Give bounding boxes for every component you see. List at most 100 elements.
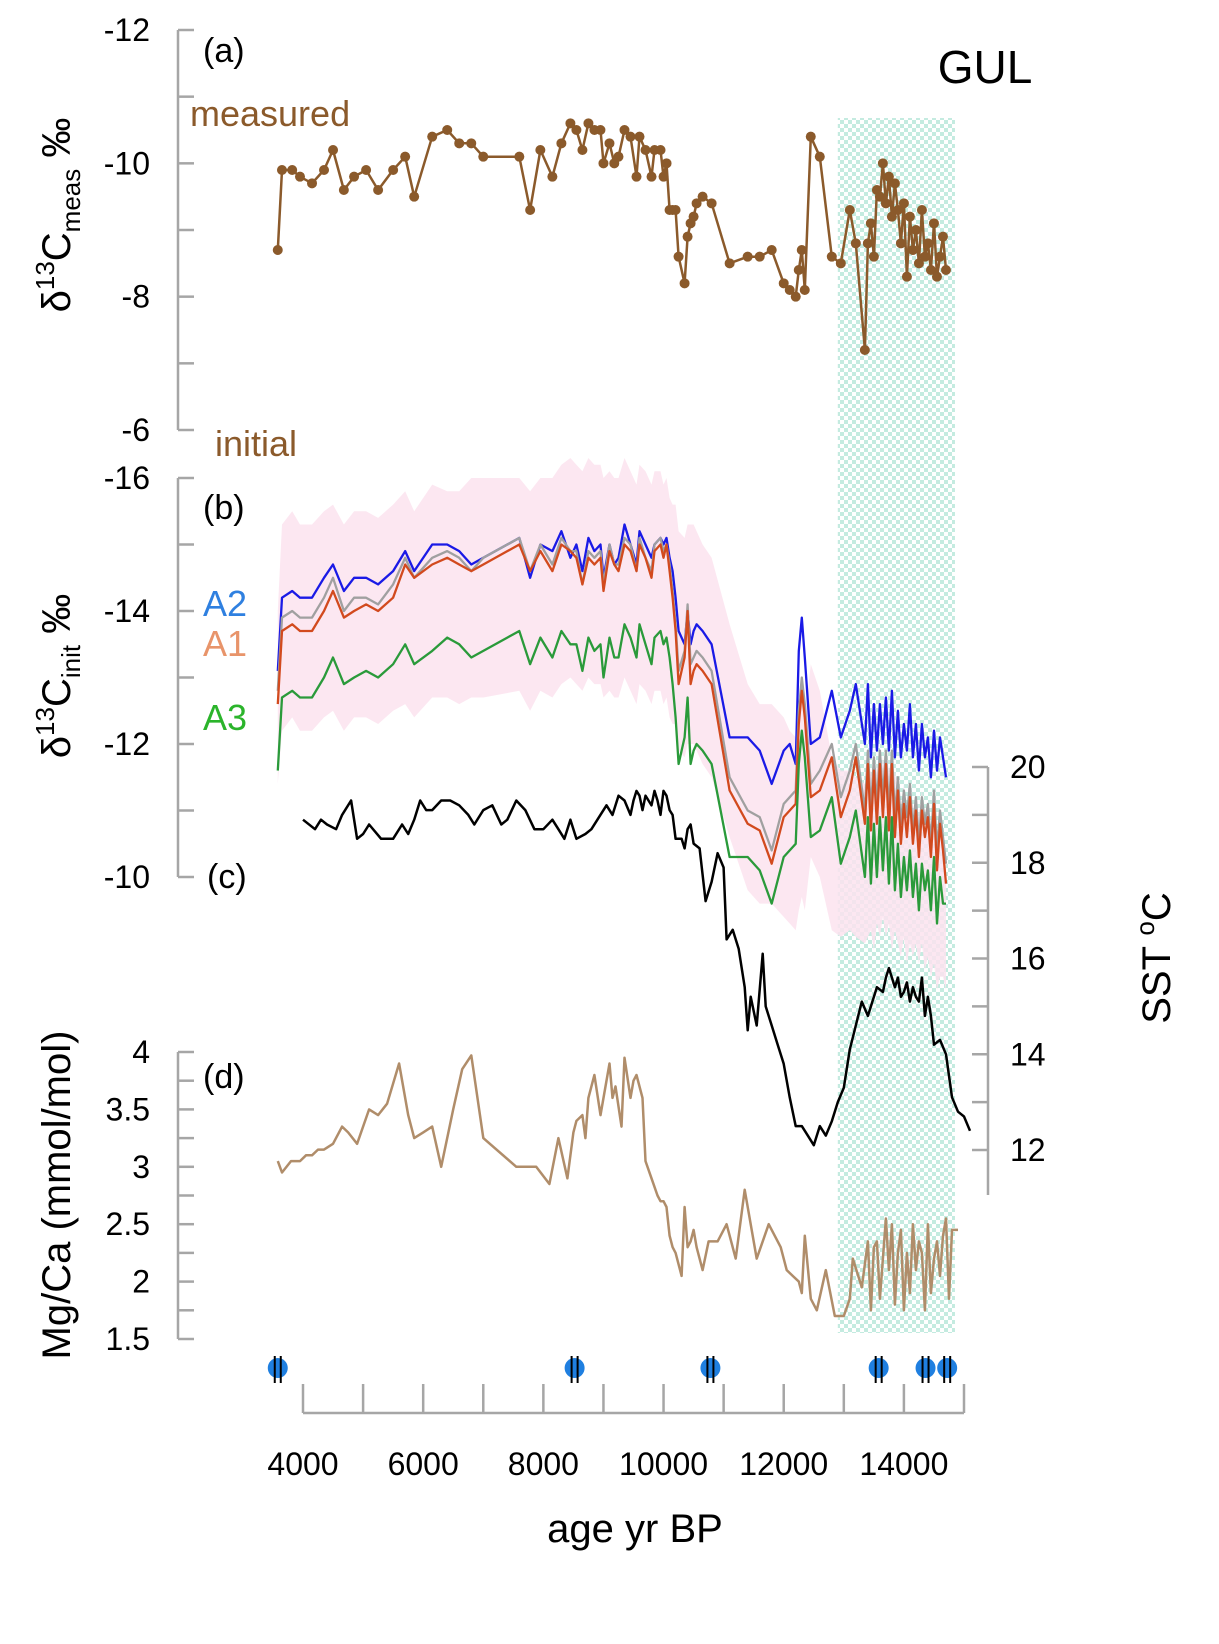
measured-point	[272, 245, 283, 255]
measured-point	[844, 205, 855, 215]
measured-point	[754, 251, 765, 262]
measured-point	[937, 231, 948, 242]
measured-point	[886, 211, 897, 222]
measured-point	[934, 251, 945, 262]
measured-point	[901, 271, 912, 282]
panel-b-yaxis-tick-label: -16	[104, 460, 150, 496]
dating-point	[267, 1358, 288, 1378]
panel-b-ylabel-c: C	[35, 678, 79, 707]
series-sst-line	[302, 789, 972, 1147]
measured-point	[793, 265, 804, 275]
measured-point	[880, 198, 891, 209]
panel-b-ylabel: δ13Cinit ‰	[30, 594, 86, 758]
x-tick-label: 8000	[508, 1446, 579, 1482]
measured-point	[287, 165, 298, 175]
measured-point	[742, 251, 753, 262]
dating-point	[868, 1358, 889, 1378]
panel-b-ylabel-sub: init	[56, 644, 86, 678]
panel-c-yaxis-tick-label: 16	[1010, 941, 1046, 977]
panel-a-yaxis-tick-label: -12	[104, 12, 150, 48]
panel-b-yaxis-tick-label: -14	[104, 593, 150, 629]
measured-point	[514, 151, 525, 162]
measured-point	[826, 251, 837, 262]
measured-point	[454, 138, 465, 149]
panel-c-label: (c)	[207, 858, 247, 896]
measured-point	[388, 165, 399, 175]
series-a3-line	[276, 623, 946, 925]
panel-b-label: (b)	[203, 489, 245, 527]
measured-point	[862, 238, 873, 249]
measured-point	[679, 278, 690, 289]
measured-point	[850, 238, 861, 249]
chart-title: GUL	[938, 41, 1033, 93]
series-mgca-line	[276, 1054, 958, 1318]
panel-a-ylabel-delta: δ	[35, 290, 79, 312]
measured-point	[766, 245, 777, 255]
panel-d-yaxis-tick-label: 2	[132, 1264, 150, 1300]
measured-point	[682, 231, 693, 242]
measured-point	[625, 131, 636, 142]
panel-c-ylabel-unit: C	[1135, 892, 1179, 921]
measured-point	[805, 131, 816, 142]
measured-point	[799, 285, 810, 295]
panel-a-ylabel-c: C	[35, 232, 79, 261]
measured-point	[865, 218, 876, 229]
panel-a-ylabel-sup: 13	[30, 261, 60, 290]
panel-a-ylabel: δ13Cmeas ‰	[30, 118, 86, 313]
panel-a-yaxis-tick-label: -6	[122, 412, 150, 448]
annotation-initial: initial	[215, 423, 297, 464]
panel-a-ylabel-unit: ‰	[35, 118, 79, 169]
measured-point	[883, 171, 894, 182]
measured-point	[814, 151, 825, 162]
measured-point	[907, 245, 918, 255]
measured-point	[604, 138, 615, 149]
dating-point	[564, 1358, 585, 1378]
measured-point	[916, 205, 927, 215]
measured-point	[349, 171, 360, 182]
measured-point	[556, 138, 567, 149]
measured-point	[373, 185, 384, 195]
measured-point	[294, 171, 305, 182]
measured-point	[598, 158, 609, 169]
measured-point	[877, 158, 888, 169]
measured-point	[790, 291, 801, 302]
measured-point	[400, 151, 411, 162]
measured-point	[613, 151, 624, 162]
measured-point	[577, 145, 588, 155]
measured-point	[595, 125, 606, 135]
legend-a1: A1	[203, 623, 247, 664]
panel-c-yaxis-tick-label: 20	[1010, 749, 1046, 785]
measured-point	[640, 145, 651, 155]
measured-point	[925, 265, 936, 275]
measured-point	[697, 191, 708, 202]
measured-point	[724, 258, 735, 269]
panel-b-yaxis-tick-label: -12	[104, 726, 150, 762]
x-tick-label: 12000	[739, 1446, 828, 1482]
measured-point	[691, 198, 702, 209]
panel-b-ylabel-sup: 13	[30, 707, 60, 736]
measured-point	[478, 151, 489, 162]
panel-d-yaxis-tick-label: 1.5	[106, 1321, 150, 1357]
measured-point	[338, 185, 349, 195]
x-tick-label: 10000	[619, 1446, 708, 1482]
uncertainty-band	[277, 458, 946, 990]
panel-d-yaxis-tick-label: 3	[132, 1149, 150, 1185]
legend-a3: A3	[203, 697, 247, 738]
panel-a-label: (a)	[203, 32, 245, 70]
measured-point	[634, 131, 645, 142]
panel-c-ylabel-text: SST	[1135, 936, 1179, 1024]
measured-point	[859, 345, 870, 355]
panel-d-label: (d)	[203, 1058, 245, 1096]
panel-c-yaxis-tick-label: 14	[1010, 1036, 1046, 1072]
x-tick-label: 4000	[267, 1446, 338, 1482]
panel-c-yaxis-tick-label: 12	[1010, 1132, 1046, 1168]
measured-point	[409, 191, 420, 202]
measured-point	[835, 258, 846, 269]
measured-point	[442, 125, 453, 135]
measured-point	[706, 198, 717, 209]
measured-point	[361, 165, 372, 175]
measured-point	[565, 118, 576, 129]
measured-point	[688, 211, 699, 222]
measured-point	[922, 238, 933, 249]
